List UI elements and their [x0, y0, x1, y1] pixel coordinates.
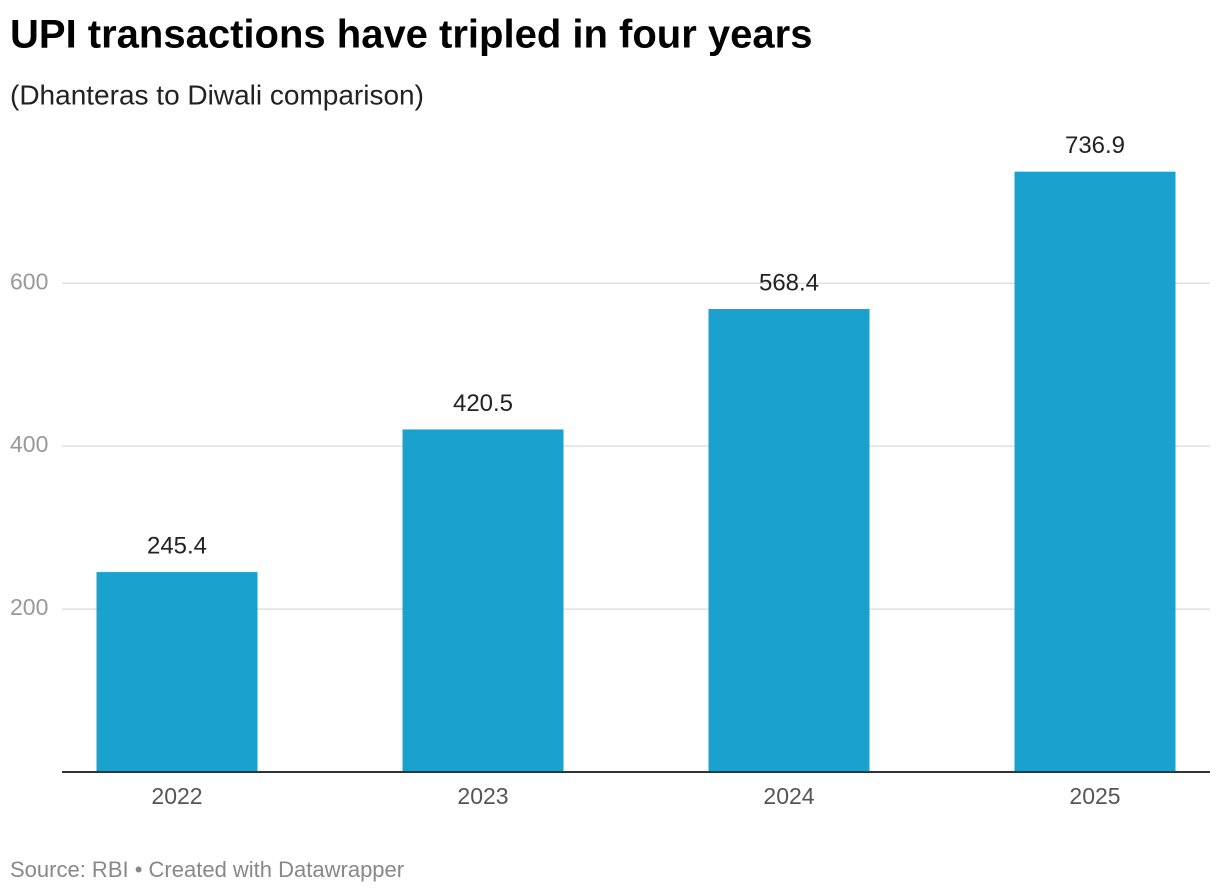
y-tick-label: 400 [10, 431, 48, 457]
y-tick-label: 600 [10, 268, 48, 294]
y-tick-label: 200 [10, 594, 48, 620]
value-label: 420.5 [453, 390, 513, 417]
bar [708, 308, 870, 772]
x-tick-label: 2025 [1069, 783, 1120, 809]
value-label: 736.9 [1065, 132, 1125, 159]
chart-subtitle: (Dhanteras to Diwali comparison) [10, 79, 424, 110]
bar [96, 572, 258, 772]
x-tick-label: 2022 [151, 783, 202, 809]
bar [402, 429, 564, 772]
bar [1014, 171, 1176, 773]
chart-title: UPI transactions have tripled in four ye… [10, 13, 812, 57]
x-tick-label: 2023 [457, 783, 508, 809]
x-tick-label: 2024 [763, 783, 814, 809]
value-label: 245.4 [147, 532, 207, 559]
source: Source: RBI • Created with Datawrapper [10, 857, 404, 882]
value-label: 568.4 [759, 269, 819, 296]
